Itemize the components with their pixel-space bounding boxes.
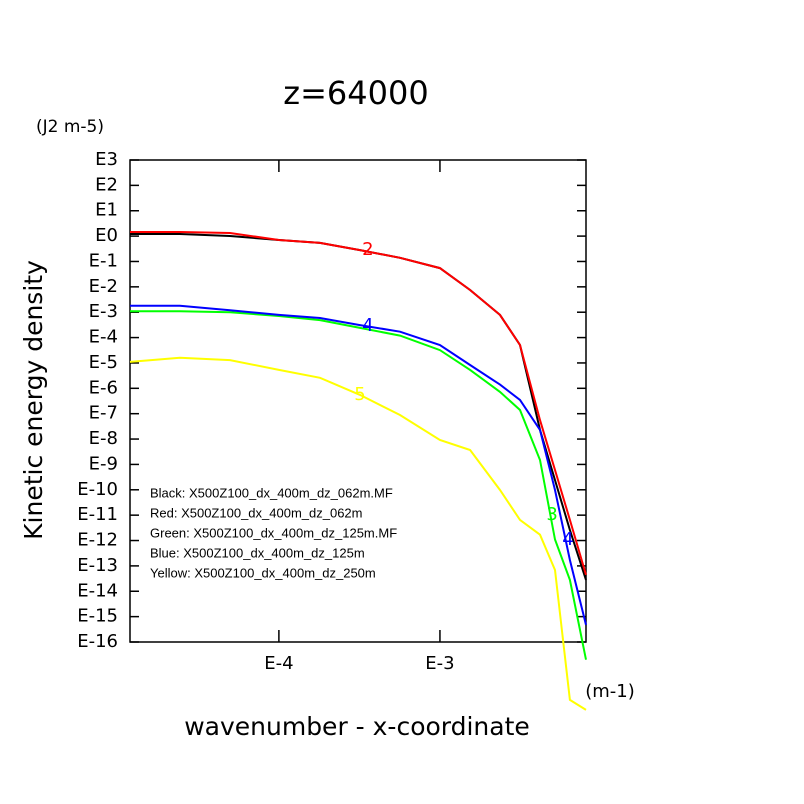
- legend-entry: Black: X500Z100_dx_400m_dz_062m.MF: [150, 485, 393, 500]
- chart-title: z=64000: [283, 74, 428, 112]
- y-tick-label: E-1: [89, 250, 118, 271]
- y-tick-label: E-9: [89, 453, 118, 474]
- y-tick-label: E2: [95, 174, 118, 195]
- plot-frame: [129, 159, 587, 643]
- y-tick-label: E-13: [77, 555, 118, 576]
- y-tick-label: E-3: [89, 301, 118, 322]
- y-tick-label: E-7: [89, 403, 118, 424]
- y-tick-label: E-16: [77, 631, 118, 652]
- y-tick-label: E-11: [77, 504, 118, 525]
- y-tick-label: E3: [95, 149, 118, 170]
- y-tick-label: E-5: [89, 352, 118, 373]
- legend-entry: Green: X500Z100_dx_400m_dz_125m.MF: [150, 525, 397, 540]
- y-tick-label: E-8: [89, 428, 118, 449]
- series-line: [130, 310, 587, 660]
- y-tick-label: E-14: [77, 580, 118, 601]
- y-tick-label: E-6: [89, 377, 118, 398]
- y-tick-label: E-15: [77, 606, 118, 627]
- series-line: [129, 356, 587, 711]
- curve-label: 2: [362, 239, 373, 260]
- y-tick-label: E-4: [89, 327, 118, 348]
- curve-label: 3: [546, 504, 557, 525]
- x-axis-label: wavenumber - x-coordinate: [184, 712, 530, 741]
- series-line: [130, 304, 587, 626]
- y-tick-label: E1: [95, 200, 118, 221]
- legend-entry: Blue: X500Z100_dx_400m_dz_125m: [150, 545, 365, 560]
- y-tick-label: E-12: [77, 530, 118, 551]
- curve-label: 5: [354, 384, 365, 405]
- x-tick-label: E-3: [425, 653, 454, 674]
- x-unit: (m-1): [585, 681, 635, 702]
- y-tick-label: E-2: [89, 276, 118, 297]
- series-line: [130, 231, 587, 576]
- y-tick-label: E0: [95, 225, 118, 246]
- legend-entry: Yellow: X500Z100_dx_400m_dz_250m: [150, 565, 376, 580]
- y-tick-label: E-10: [77, 479, 118, 500]
- y-axis-label: Kinetic energy density: [19, 260, 48, 540]
- curve-label: 4: [362, 315, 373, 336]
- x-tick-label: E-4: [264, 653, 293, 674]
- legend-entry: Red: X500Z100_dx_400m_dz_062m: [150, 505, 362, 520]
- y-unit: (J2 m-5): [36, 117, 104, 137]
- curve-label: 4: [562, 529, 573, 550]
